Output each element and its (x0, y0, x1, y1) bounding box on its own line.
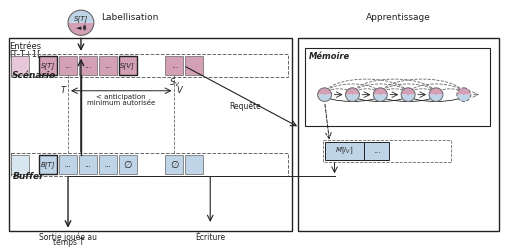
Bar (79, 56, 97, 75)
Text: Mémoire: Mémoire (309, 52, 350, 61)
Wedge shape (457, 88, 471, 95)
Text: Requête: Requête (229, 102, 261, 111)
Wedge shape (373, 88, 387, 95)
Bar (185, 155, 203, 174)
Text: S[T]: S[T] (41, 62, 55, 69)
Text: Apprentissage: Apprentissage (366, 13, 431, 22)
Text: $S_V$: $S_V$ (169, 76, 180, 89)
Bar (11, 155, 29, 174)
Text: S[V]: S[V] (120, 62, 135, 69)
Bar (59, 155, 77, 174)
Text: V: V (176, 86, 182, 95)
Bar (9, 38, 292, 231)
Text: Labellisation: Labellisation (101, 13, 158, 22)
Text: ∅: ∅ (170, 160, 179, 170)
Wedge shape (457, 95, 471, 102)
Bar (166, 155, 183, 174)
Wedge shape (401, 95, 415, 102)
Bar (59, 56, 77, 75)
Bar (39, 155, 57, 174)
Text: $M[i_V]$: $M[i_V]$ (335, 146, 354, 156)
Wedge shape (345, 95, 360, 102)
Bar (166, 56, 183, 75)
Text: < anticipation: < anticipation (97, 94, 146, 100)
Text: [T,T+1[: [T,T+1[ (9, 50, 41, 59)
Text: Écriture: Écriture (195, 232, 226, 241)
Text: ...: ... (104, 61, 111, 70)
Wedge shape (429, 95, 443, 102)
Bar (364, 142, 389, 160)
Wedge shape (318, 95, 332, 102)
Bar (305, 48, 490, 126)
Bar (11, 56, 29, 75)
Text: ∅: ∅ (123, 160, 132, 170)
Bar (323, 140, 451, 162)
Wedge shape (318, 88, 332, 95)
Bar (11, 153, 288, 176)
Bar (119, 56, 137, 75)
Text: ...: ... (373, 146, 381, 156)
Text: ...: ... (171, 61, 178, 70)
Wedge shape (345, 88, 360, 95)
Text: B[T]: B[T] (41, 161, 55, 168)
Bar (11, 54, 288, 77)
Bar (119, 155, 137, 174)
Text: temps T: temps T (52, 238, 83, 248)
Text: ...: ... (65, 61, 72, 70)
Bar (325, 142, 364, 160)
Wedge shape (401, 88, 415, 95)
Wedge shape (68, 10, 94, 23)
Text: minimum autorisée: minimum autorisée (87, 100, 155, 106)
Text: Scénario: Scénario (12, 71, 56, 80)
Text: ...: ... (84, 61, 91, 70)
Text: ...: ... (84, 162, 91, 168)
Wedge shape (68, 23, 94, 36)
Bar (79, 155, 97, 174)
Text: ...: ... (105, 162, 111, 168)
Text: Sortie jouée au: Sortie jouée au (39, 232, 97, 242)
Bar (185, 56, 203, 75)
Bar (99, 56, 117, 75)
Bar (298, 38, 499, 231)
Wedge shape (373, 95, 387, 102)
Text: ...: ... (65, 162, 72, 168)
Text: S[T]: S[T] (74, 16, 88, 22)
Wedge shape (429, 88, 443, 95)
Text: T: T (61, 86, 66, 95)
Text: Entrées: Entrées (9, 42, 42, 51)
Bar (39, 56, 57, 75)
Bar (99, 155, 117, 174)
Text: Buffer: Buffer (12, 172, 44, 181)
Text: ◄: ◄ (76, 24, 82, 30)
